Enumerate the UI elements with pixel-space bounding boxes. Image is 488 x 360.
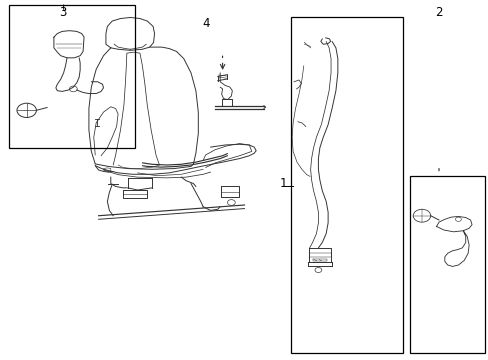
Bar bbox=[9, 5, 135, 148]
Text: 4: 4 bbox=[202, 17, 209, 30]
Text: 1: 1 bbox=[279, 177, 286, 190]
Text: 2: 2 bbox=[434, 6, 442, 19]
Bar bbox=[290, 18, 402, 353]
Bar bbox=[409, 176, 484, 353]
Text: 3: 3 bbox=[59, 6, 66, 19]
